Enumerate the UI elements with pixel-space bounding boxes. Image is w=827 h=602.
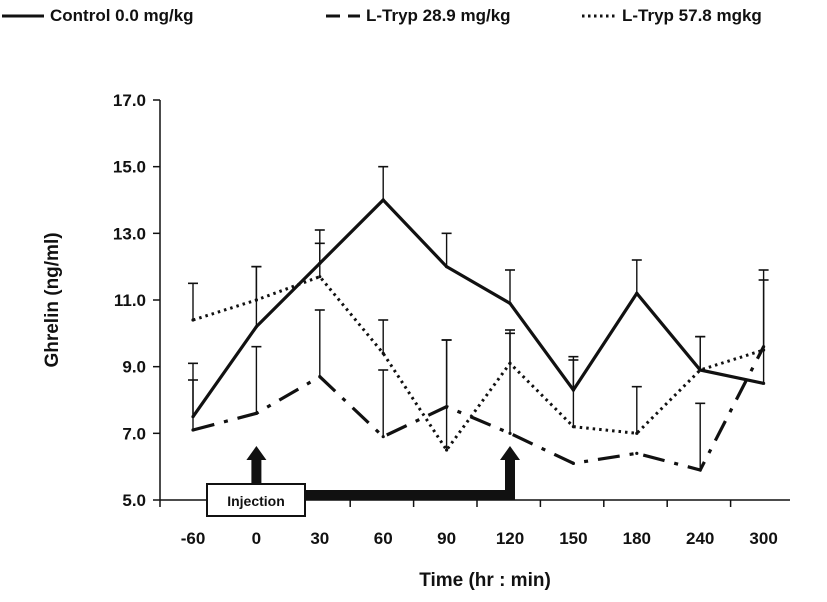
data-point — [318, 375, 322, 379]
y-tick-label: 7.0 — [122, 424, 146, 443]
data-point — [635, 431, 639, 435]
x-tick-label: 300 — [749, 529, 777, 548]
legend-item: L-Tryp 57.8 mgkg — [572, 6, 762, 26]
x-tick-label: 0 — [252, 529, 261, 548]
x-tick-label: -60 — [181, 529, 206, 548]
chart-legend: Control 0.0 mg/kg L-Tryp 28.9 mg/kg L-Tryp… — [0, 0, 827, 40]
series-line — [192, 345, 766, 472]
injection-arrow-shaft — [505, 458, 515, 498]
y-tick-label: 17.0 — [113, 91, 146, 110]
y-tick-label: 5.0 — [122, 491, 146, 510]
data-point — [381, 351, 385, 355]
data-point — [698, 468, 702, 472]
x-tick-label: 90 — [437, 529, 456, 548]
legend-label: Control 0.0 mg/kg — [50, 6, 194, 25]
data-point — [445, 265, 449, 269]
data-point — [318, 275, 322, 279]
legend-item: L-Tryp 28.9 mg/kg — [316, 6, 511, 26]
y-tick-label: 9.0 — [122, 358, 146, 377]
data-point — [635, 291, 639, 295]
data-point — [635, 451, 639, 455]
series-line — [191, 197, 764, 418]
y-axis-title: Ghrelin (ng/ml) — [42, 232, 63, 367]
x-tick-label: 60 — [374, 529, 393, 548]
data-point — [571, 461, 576, 465]
legend-label: L-Tryp 28.9 mg/kg — [366, 6, 511, 25]
data-point — [762, 381, 766, 385]
data-point — [445, 448, 449, 452]
y-tick-label: 13.0 — [113, 224, 146, 243]
injection-bracket — [290, 490, 515, 500]
legend-label: L-Tryp 57.8 mgkg — [622, 6, 762, 25]
data-point — [762, 345, 766, 349]
data-point — [762, 348, 766, 352]
legend-swatch — [326, 14, 360, 18]
data-point — [508, 431, 512, 435]
x-tick-label: 150 — [559, 529, 587, 548]
x-tick-label: 240 — [686, 529, 714, 548]
data-point — [254, 298, 258, 302]
y-tick-label: 11.0 — [114, 291, 146, 310]
injection-arrow-head — [500, 446, 520, 460]
data-point — [381, 198, 385, 202]
legend-item: Control 0.0 mg/kg — [0, 6, 194, 26]
data-point — [381, 435, 385, 439]
injection-arrow-head — [246, 446, 267, 460]
injection-label-box — [206, 483, 306, 517]
injection-label: Injection — [227, 493, 285, 509]
x-axis-title: Time (hr : min) — [419, 570, 551, 591]
x-tick-label: 120 — [496, 529, 524, 548]
data-point — [254, 325, 258, 329]
data-point — [254, 411, 258, 415]
injection-arrow-shaft — [251, 458, 262, 488]
data-point — [571, 425, 576, 429]
x-tick-label: 180 — [623, 529, 651, 548]
legend-swatch — [2, 14, 44, 18]
data-point — [698, 368, 702, 372]
data-point — [191, 318, 195, 322]
y-tick-label: 15.0 — [113, 158, 146, 177]
data-point — [508, 301, 512, 305]
x-tick-label: 30 — [310, 529, 329, 548]
data-point — [191, 428, 195, 432]
data-point — [508, 361, 512, 365]
